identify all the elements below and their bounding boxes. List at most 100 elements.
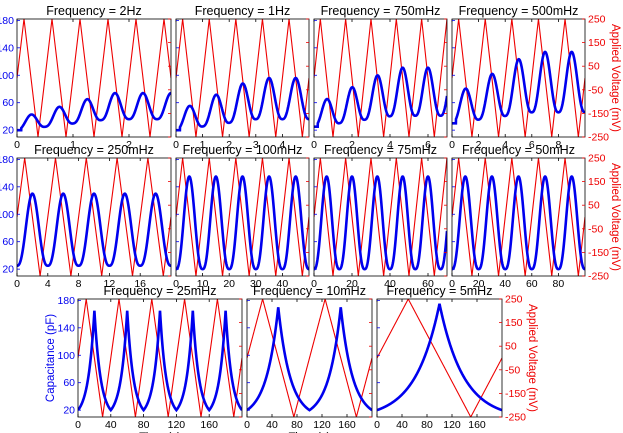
y-left-tick-label: 140	[57, 322, 75, 334]
x-tick-label: 2	[226, 139, 232, 151]
applied-voltage-series	[314, 19, 447, 137]
x-tick-label: 0	[449, 278, 455, 290]
x-tick-label: 0	[14, 139, 20, 151]
y-left-tick-label: 20	[2, 264, 14, 276]
x-tick-label: 160	[200, 419, 218, 431]
y-right-axis-label: Applied Voltage (mV)	[526, 304, 538, 412]
chart-title: Frequency = 1Hz	[195, 4, 291, 18]
x-tick-label: 0	[173, 139, 179, 151]
x-tick-label: 20	[473, 278, 485, 290]
y-right-tick-label: 150	[588, 37, 606, 49]
chart-panel: Frequency = 5mHz 0 40 80 120 160 -250 -150 -50 50…	[374, 284, 538, 431]
chart-panel: Frequency = 250mHz04812162060100140180Ca…	[0, 143, 172, 290]
x-tick-label: 16	[134, 278, 146, 290]
y-right-tick-label: -250	[505, 412, 526, 424]
chart-title: Frequency = 2Hz	[46, 4, 142, 18]
x-tick-label: 80	[421, 419, 433, 431]
plot-frame	[451, 18, 586, 138]
x-tick-label: 80	[291, 419, 303, 431]
x-tick-label: 2	[349, 139, 355, 151]
x-tick-label: 160	[338, 419, 356, 431]
capacitance-series	[452, 50, 585, 125]
x-tick-label: 8	[555, 139, 561, 151]
chart-panel: Frequency = 100mHz 0 10 20 30 40	[173, 143, 310, 290]
chart-title: Frequency = 10mHz	[253, 284, 366, 298]
y-right-tick-label: -150	[505, 388, 526, 400]
chart-panel: Frequency = 750mHz 0 2 4 6	[311, 4, 448, 151]
x-tick-label: 0	[311, 278, 317, 290]
x-tick-label: 0	[244, 419, 250, 431]
x-tick-label: 4	[502, 139, 508, 151]
x-tick-label: 12	[104, 278, 116, 290]
plot-frame	[175, 18, 310, 138]
y-left-axis-label: Capacitance (pF)	[45, 314, 57, 402]
y-right-tick-label: 50	[588, 200, 600, 212]
chart-panel: Frequency = 50mHz 0 20 40 60 80 -250 -150 -50 50 1…	[449, 143, 621, 290]
y-right-tick-label: -150	[588, 247, 609, 259]
capacitance-series	[247, 307, 372, 412]
chart-title: Frequency = 75mHz	[324, 143, 437, 157]
x-tick-label: 1	[70, 139, 76, 151]
x-tick-label: 3	[253, 139, 259, 151]
x-tick-label: 120	[168, 419, 186, 431]
y-left-tick-label: 140	[0, 181, 14, 193]
chart-panel: Frequency = 1Hz 0 1 2 3 4	[173, 4, 310, 151]
x-tick-label: 2	[476, 139, 482, 151]
x-tick-label: 60	[526, 278, 538, 290]
chart-title: Frequency = 100mHz	[183, 143, 303, 157]
x-tick-label: 80	[138, 419, 150, 431]
x-tick-label: 40	[396, 419, 408, 431]
y-left-tick-label: 100	[0, 209, 14, 221]
plot-frame	[16, 157, 172, 277]
chart-title: Frequency = 25mHz	[104, 284, 217, 298]
x-tick-label: 0	[374, 419, 380, 431]
x-tick-label: 0	[449, 139, 455, 151]
y-right-tick-label: -250	[588, 132, 609, 144]
y-left-tick-label: 100	[57, 350, 75, 362]
x-tick-label: 8	[76, 278, 82, 290]
capacitance-series	[377, 303, 502, 412]
capacitance-series	[17, 192, 171, 268]
y-right-tick-label: -50	[505, 364, 520, 376]
chart-title: Frequency = 50mHz	[462, 143, 575, 157]
y-left-tick-label: 180	[57, 295, 75, 307]
y-left-tick-label: 180	[0, 154, 14, 166]
x-tick-label: 60	[422, 278, 434, 290]
x-tick-label: 40	[266, 419, 278, 431]
plot-frame	[246, 298, 373, 418]
x-tick-label: 10	[197, 278, 209, 290]
x-tick-label: 20	[346, 278, 358, 290]
chart-title: Frequency = 750mHz	[321, 4, 441, 18]
plot-frame	[16, 18, 172, 138]
y-right-tick-label: 250	[588, 153, 606, 165]
plot-frame	[77, 298, 243, 418]
capacitance-series	[17, 91, 171, 132]
x-tick-label: 2	[126, 139, 132, 151]
x-tick-label: 40	[384, 278, 396, 290]
applied-voltage-series	[17, 19, 171, 137]
x-tick-label: 20	[223, 278, 235, 290]
capacitance-series	[314, 175, 447, 271]
y-right-tick-label: 50	[505, 341, 517, 353]
y-right-tick-label: 250	[588, 14, 606, 26]
x-tick-label: 120	[313, 419, 331, 431]
plot-frame	[376, 298, 503, 418]
chart-title: Frequency = 500mHz	[459, 4, 579, 18]
capacitance-series	[176, 76, 309, 132]
x-tick-label: 4	[387, 139, 393, 151]
capacitance-series	[314, 66, 447, 129]
x-tick-label: 30	[250, 278, 262, 290]
y-right-axis-label: Applied Voltage (mV)	[609, 24, 621, 132]
chart-title: Frequency = 5mHz	[387, 284, 493, 298]
y-right-tick-label: -150	[588, 108, 609, 120]
applied-voltage-series	[17, 158, 171, 276]
x-tick-label: 80	[553, 278, 565, 290]
x-tick-label: 4	[279, 139, 285, 151]
y-left-tick-label: 60	[63, 377, 75, 389]
y-left-tick-label: 60	[2, 236, 14, 248]
applied-voltage-series	[176, 19, 309, 137]
applied-voltage-series	[247, 299, 372, 417]
chart-panel: Frequency = 10mHz04080120160Time (s)	[244, 284, 373, 433]
y-left-tick-label: 20	[63, 405, 75, 417]
